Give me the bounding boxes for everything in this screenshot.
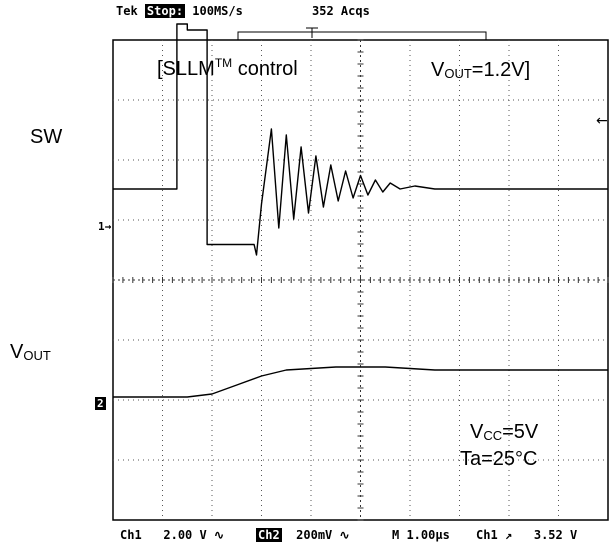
ta-condition-label: Ta=25°C: [460, 448, 538, 470]
ch2-ground-marker: 2: [95, 397, 106, 410]
acquisition-count: 352 Acqs: [312, 4, 370, 18]
vout-channel-label: VOUT: [10, 341, 51, 363]
bandwidth-limit-icon: ∿: [213, 528, 225, 542]
bandwidth-limit-icon: ∿: [339, 528, 350, 542]
brand-label: Tek: [116, 4, 138, 18]
trigger-level-arrow-icon: ←: [596, 113, 608, 129]
run-state-badge: Stop:: [144, 4, 186, 18]
traces: [113, 23, 608, 398]
sw-channel-label: SW: [30, 126, 63, 148]
sample-rate: 100MS/s: [192, 4, 243, 18]
vcc-condition-label: VCC=5V: [470, 421, 539, 443]
vout-trace: [113, 366, 608, 398]
graticule: [112, 39, 609, 521]
trigger-readout: Ch1 ↗ 3.52 V: [476, 528, 578, 542]
control-mode-label: [SLLMTM control: [157, 56, 298, 80]
timebase-readout: M 1.00µs: [392, 528, 450, 542]
trigger-position-bracket: [237, 27, 487, 40]
sw-trace: [113, 23, 608, 256]
vout-setting-label: VOUT=1.2V]: [431, 59, 531, 81]
ch1-scale-readout: Ch1 2.00 V ∿: [120, 528, 225, 542]
ch1-ground-marker: 1→: [98, 220, 112, 233]
rising-edge-icon: ↗: [504, 528, 513, 542]
ch2-scale-readout: Ch2 200mV ∿: [256, 528, 350, 542]
scope-status-bar: Tek Stop: 100MS/s: [116, 4, 243, 18]
